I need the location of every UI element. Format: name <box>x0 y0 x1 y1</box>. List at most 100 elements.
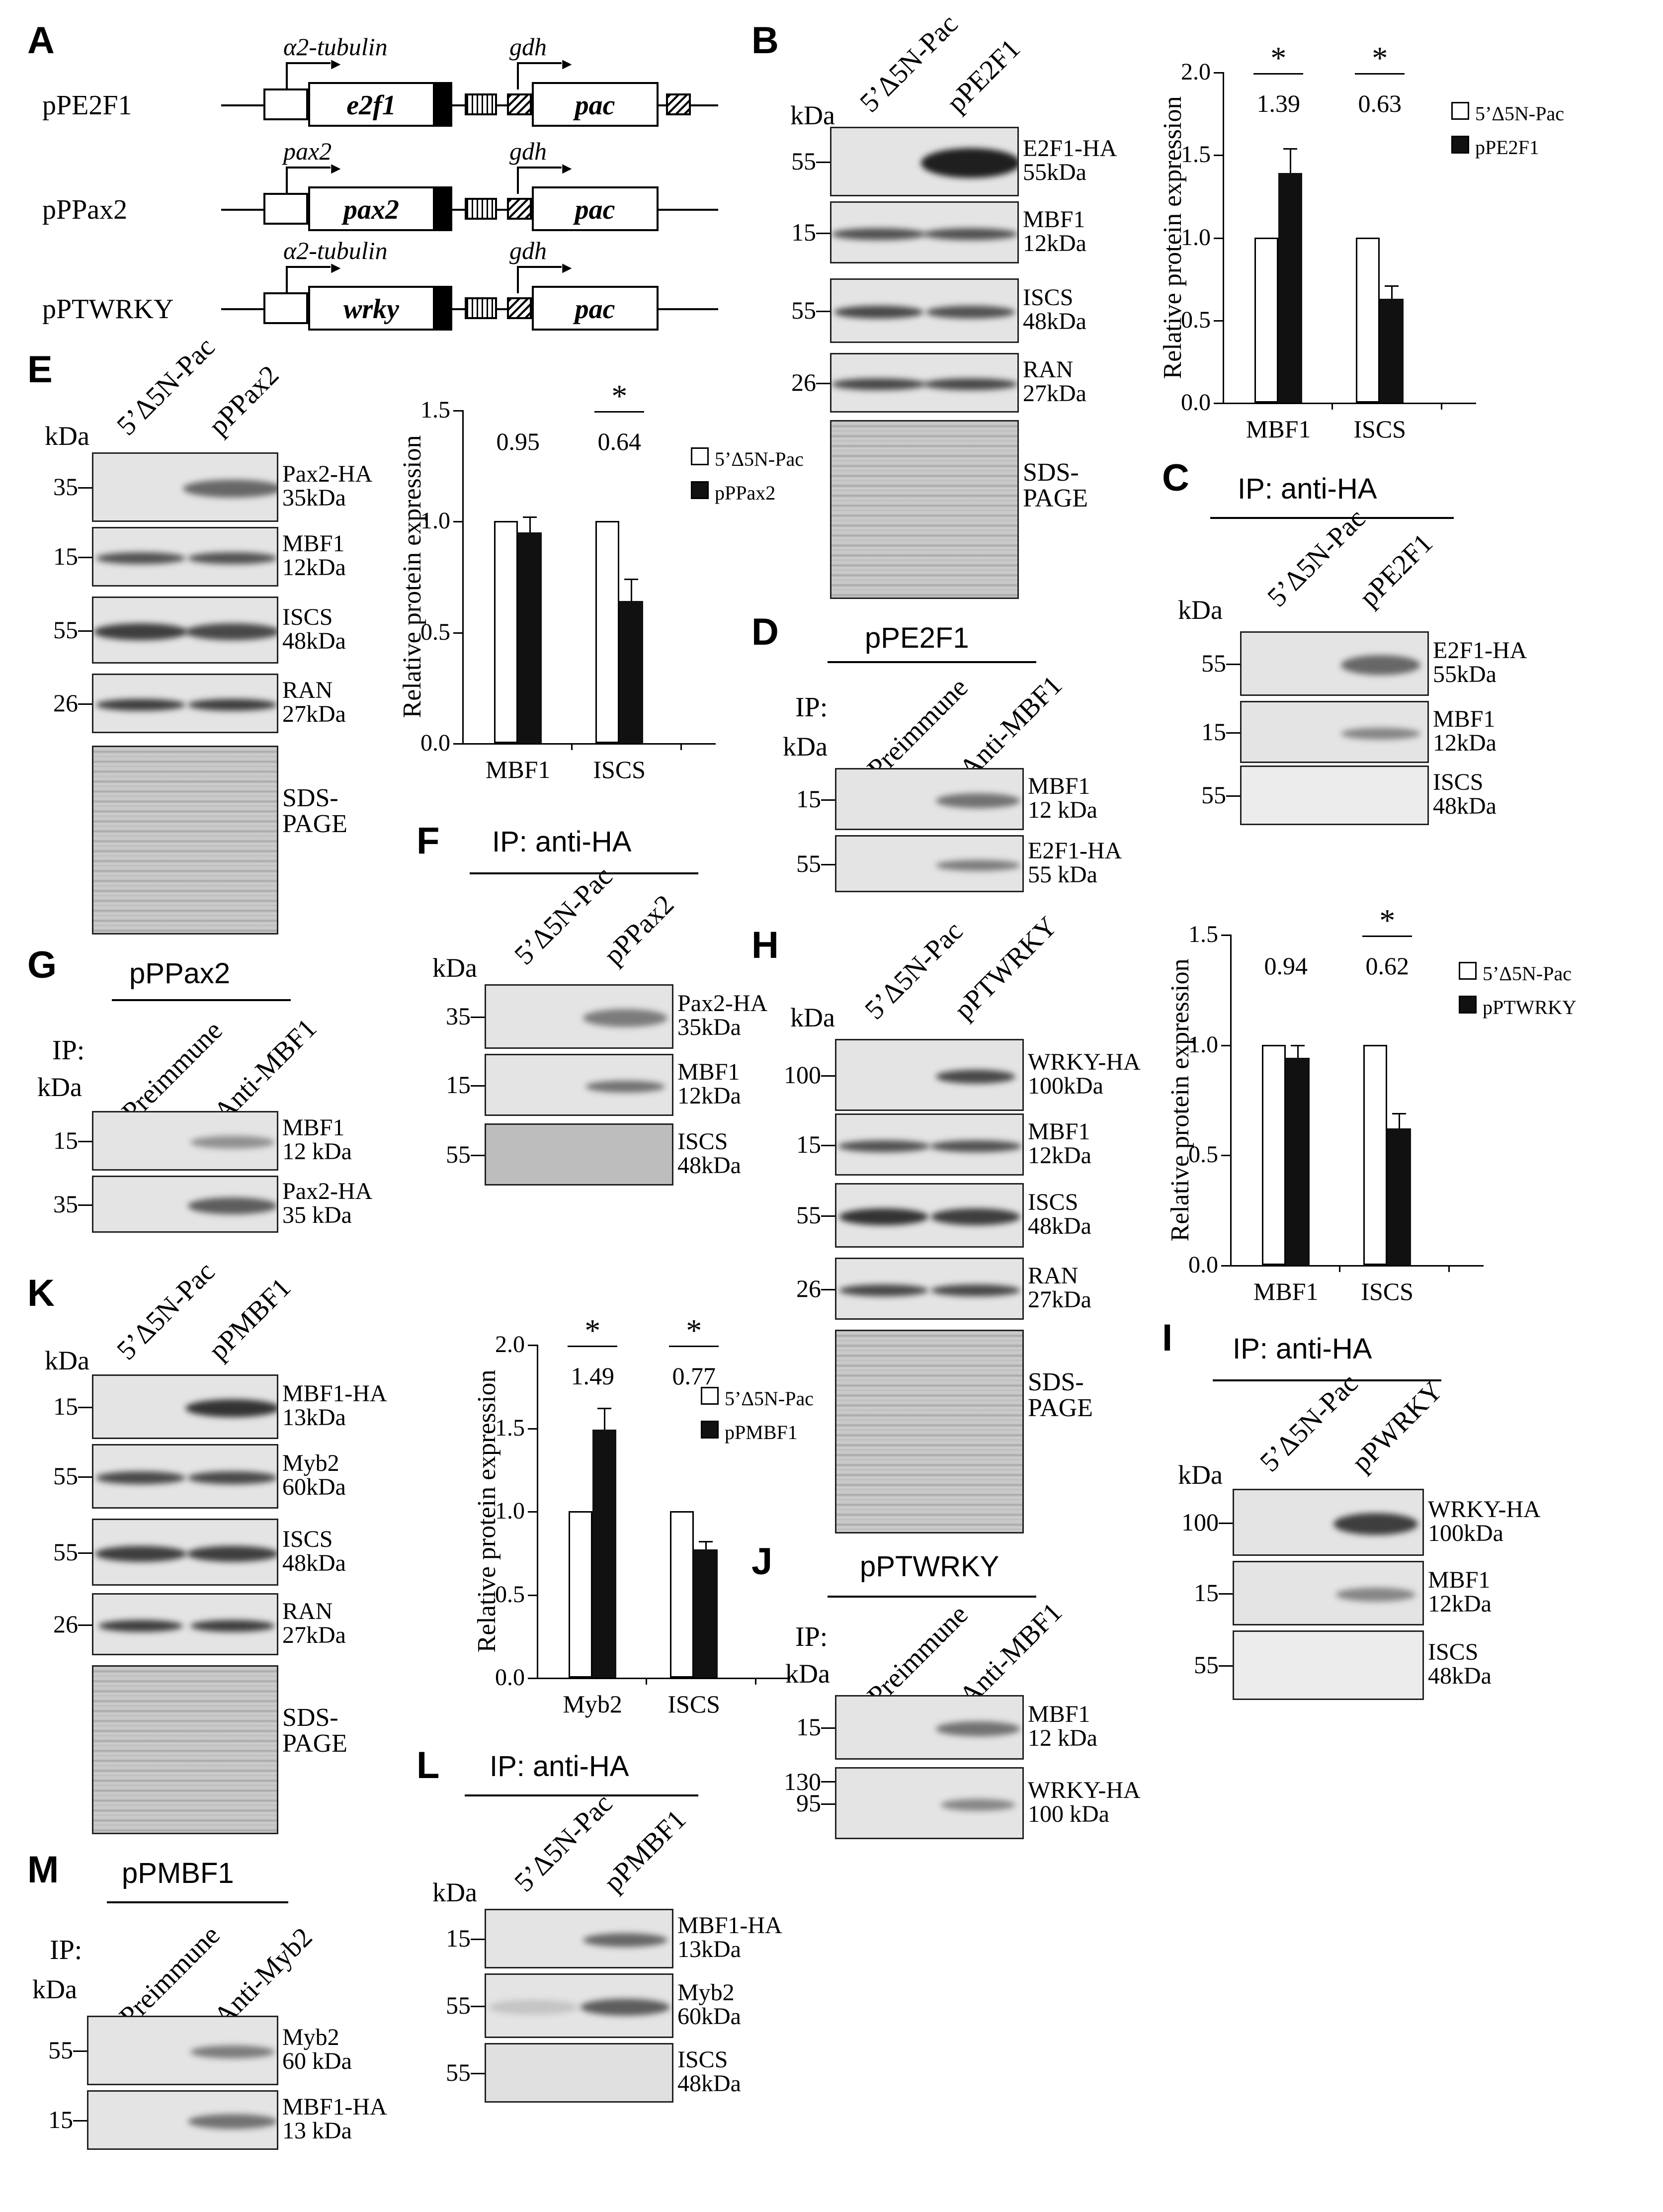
blot-title: IP: anti-HA <box>1238 473 1377 505</box>
band-label: ISCS 48kDa <box>677 1128 741 1179</box>
protein-band <box>585 1080 665 1093</box>
sds-page-gel <box>92 1665 278 1834</box>
gdh-arrow-stem <box>517 266 519 293</box>
band-label: WRKY-HA 100 kDa <box>1028 1777 1141 1827</box>
blot-strip <box>835 835 1024 892</box>
fold-change-value: 0.63 <box>1358 89 1402 117</box>
marker-tick <box>471 2073 485 2074</box>
band-label: RAN 27kDa <box>1028 1262 1091 1313</box>
band-label: Myb2 60kDa <box>677 1979 741 2030</box>
blot-strip <box>835 1039 1024 1111</box>
sds-page-gel <box>830 420 1019 599</box>
kda-label: kDa <box>432 1877 477 1907</box>
marker-tick <box>471 1154 485 1156</box>
marker-tick <box>471 1017 485 1018</box>
marker-tick <box>821 1781 835 1783</box>
band-label: MBF1 12 kDa <box>1028 1701 1097 1751</box>
pac-box <box>532 286 659 331</box>
y-tick <box>528 1678 537 1679</box>
marker-label: 55 <box>796 849 821 877</box>
panel-letter-A: A <box>27 19 55 62</box>
bar-control <box>1254 237 1279 403</box>
blot-strip <box>830 201 1019 263</box>
kda-label: kDa <box>45 421 89 451</box>
marker-label: 35 <box>446 1002 471 1030</box>
y-tick <box>1221 935 1230 936</box>
protein-band <box>832 228 926 240</box>
ha-tag <box>435 286 452 331</box>
y-tick <box>528 1511 537 1513</box>
y-tick-label: 2.0 <box>495 1331 525 1358</box>
lane-label: pPPax2 <box>203 359 285 442</box>
lane-label: Preimmune <box>116 1015 229 1128</box>
y-tick-label: 0.0 <box>1188 1252 1218 1278</box>
lane-label: pPE2F1 <box>941 33 1026 119</box>
marker-tick <box>821 799 835 801</box>
x-tick <box>754 1678 756 1685</box>
gdh-arrow-bar <box>517 266 562 268</box>
marker-tick <box>1219 1665 1233 1667</box>
legend-swatch <box>1451 102 1469 120</box>
legend-entry: pPPax2 <box>715 482 776 504</box>
ip-label: IP: <box>52 1035 85 1066</box>
bar-treated <box>694 1549 718 1678</box>
x-category-label: ISCS <box>593 756 646 783</box>
band-label: MBF1 12kDa <box>1028 1118 1091 1169</box>
error-cap <box>523 516 537 518</box>
bar-control <box>670 1511 694 1678</box>
lane-label: pPPax2 <box>598 889 680 971</box>
protein-band <box>185 1399 277 1417</box>
promoter-arrow-bar <box>286 62 331 64</box>
protein-band <box>832 378 926 390</box>
marker-label: 55 <box>1194 1651 1219 1679</box>
legend-swatch <box>691 481 709 499</box>
protein-band <box>839 1208 928 1225</box>
band-label: ISCS 48kDa <box>1428 1639 1492 1689</box>
marker-tick <box>78 1204 92 1206</box>
error-bar <box>705 1541 707 1550</box>
bar-chart-B: 0.0 0.5 1.0 1.5 2.0 Relative protein expressi… <box>1159 42 1476 441</box>
terminator-box <box>465 198 497 220</box>
band-label: RAN 27kDa <box>282 677 346 727</box>
marker-label: 15 <box>796 1130 821 1158</box>
marker-tick <box>78 1476 92 1478</box>
y-tick <box>1214 237 1223 239</box>
marker-label: 35 <box>53 1190 78 1218</box>
lane-label: Anti-Myb2 <box>208 1922 319 2033</box>
error-cap <box>1283 148 1298 150</box>
panel-letter-B: B <box>751 19 779 62</box>
band-label: E2F1-HA 55kDa <box>1023 135 1117 185</box>
band-label: E2F1-HA 55 kDa <box>1028 837 1122 888</box>
blot-strip <box>92 1374 278 1439</box>
legend-swatch <box>701 1421 719 1439</box>
promoter-arrow-head: ► <box>328 55 344 73</box>
blot-strip <box>92 1176 278 1233</box>
y-axis <box>1223 72 1224 403</box>
marker-label: 26 <box>53 1610 78 1638</box>
marker-tick <box>821 1215 835 1217</box>
marker-label: 55 <box>446 1991 471 2019</box>
y-tick <box>528 1428 537 1430</box>
x-category-label: ISCS <box>1361 1277 1414 1305</box>
y-tick <box>453 632 462 634</box>
legend-entry: pPE2F1 <box>1475 136 1539 159</box>
error-cap <box>1291 1044 1305 1046</box>
kda-label: kDa <box>32 1974 77 2004</box>
protein-band <box>837 1140 930 1152</box>
blot-strip <box>92 674 278 733</box>
ip-label: IP: <box>50 1935 83 1965</box>
legend-entry: pPMBF1 <box>725 1421 798 1444</box>
gdh-arrow-bar <box>517 167 562 169</box>
marker-tick <box>821 863 835 865</box>
y-tick <box>1214 403 1223 404</box>
error-bar <box>1297 1044 1299 1058</box>
marker-label: 100 <box>784 1060 821 1089</box>
lane-label: pPE2F1 <box>1353 527 1439 613</box>
x-category-label: Myb2 <box>563 1690 622 1718</box>
gene-box <box>308 286 435 331</box>
protein-band <box>926 306 1015 319</box>
lane-label: 5’Δ5N-Pac <box>1254 1368 1364 1478</box>
marker-label: 26 <box>53 689 78 717</box>
blot-strip <box>485 1973 673 2038</box>
marker-tick <box>821 1803 835 1805</box>
